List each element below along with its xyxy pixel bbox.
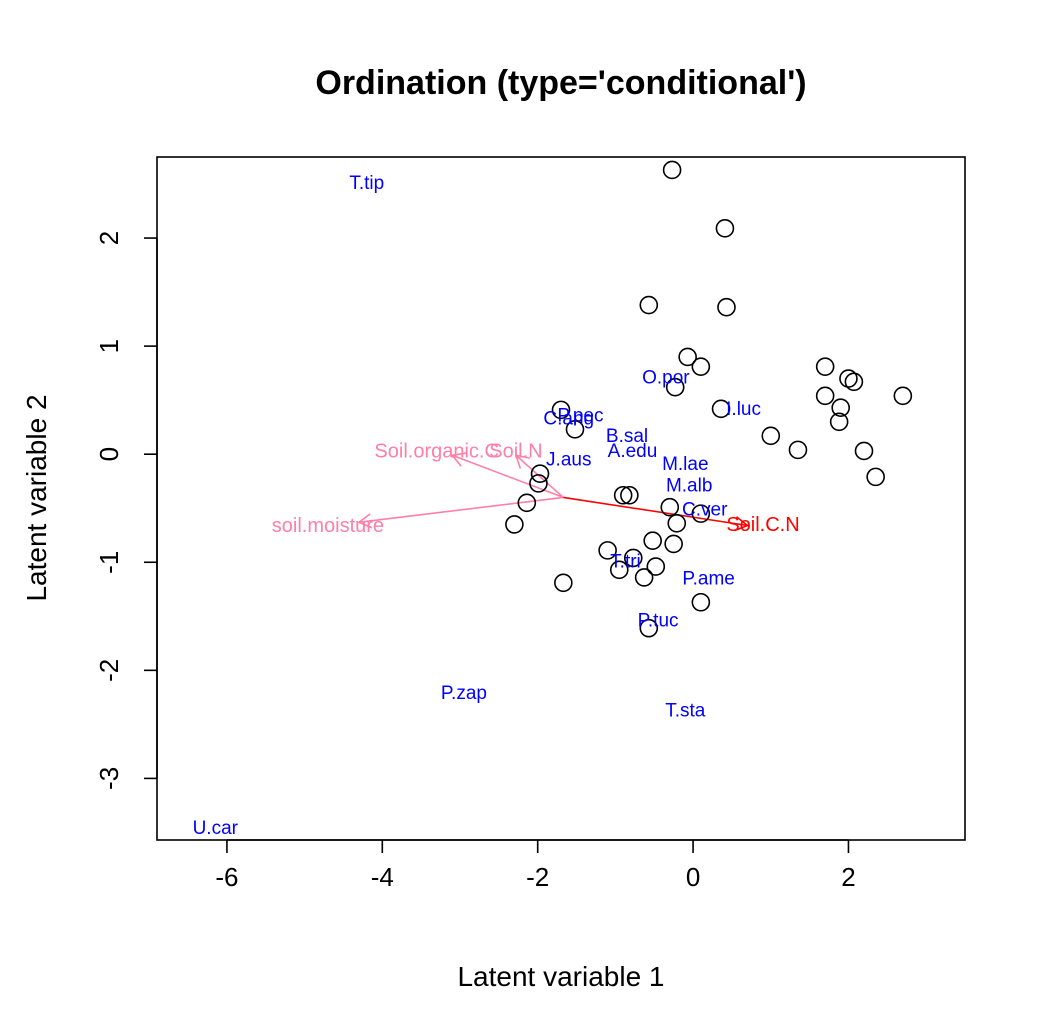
x-tick-label: -4 [371, 862, 394, 892]
env-vector-arrowhead [734, 516, 750, 532]
env-vector-line [358, 496, 564, 524]
site-point [691, 592, 711, 612]
site-point [529, 474, 548, 493]
site-point [530, 464, 550, 483]
env-vector-arrowhead [450, 452, 467, 467]
species-label: T.tip [349, 173, 384, 194]
site-point [623, 548, 643, 568]
species-label: P.pec [557, 405, 603, 426]
species-label: P.tuc [638, 611, 679, 632]
site-point [691, 504, 711, 523]
species-label: I.luc [726, 399, 761, 420]
site-point [844, 372, 864, 392]
species-label: M.alb [666, 476, 712, 497]
site-point [893, 386, 913, 406]
site-point [565, 420, 585, 439]
site-point [665, 377, 685, 397]
site-point [554, 573, 573, 593]
site-point [667, 514, 687, 533]
y-tick-label: -1 [94, 551, 124, 574]
species-label: J.aus [546, 450, 591, 471]
site-point [815, 386, 835, 406]
y-axis-label: Latent variable 2 [21, 394, 52, 601]
site-point [639, 295, 659, 315]
site-point [639, 618, 659, 638]
x-tick-label: 0 [686, 862, 700, 892]
env-vector-label: soil.moisture [272, 515, 384, 537]
env-vector-label: Soil.N [489, 440, 542, 462]
site-point [831, 398, 850, 418]
site-point [646, 557, 666, 576]
x-axis-label: Latent variable 1 [457, 961, 664, 992]
site-point [866, 467, 885, 487]
site-point [678, 347, 697, 367]
species-label: M.lae [662, 454, 708, 475]
site-point [660, 497, 680, 517]
site-point [839, 369, 858, 388]
y-tick-label: 2 [94, 231, 124, 245]
species-label: P.zap [441, 683, 487, 704]
x-tick-label: 2 [841, 862, 855, 892]
species-label: P.ame [682, 569, 734, 590]
env-vector-arrowhead [357, 513, 373, 529]
site-point [664, 534, 683, 554]
y-tick-label: -2 [94, 659, 124, 682]
species-label: A.edu [608, 441, 658, 462]
site-point [788, 440, 808, 460]
site-point [691, 357, 711, 376]
site-point [551, 400, 571, 420]
chart-title: Ordination (type='conditional') [315, 64, 806, 102]
site-points [505, 160, 913, 638]
site-point [505, 515, 524, 534]
site-point [620, 485, 639, 505]
site-point [643, 531, 662, 550]
species-label: B.sal [606, 426, 648, 447]
site-point [662, 160, 682, 180]
y-tick-label: -3 [94, 767, 124, 790]
site-point [854, 441, 874, 461]
x-tick-label: -2 [526, 862, 549, 892]
site-point [815, 357, 835, 376]
x-tick-label: -6 [215, 862, 238, 892]
species-label: O.por [642, 368, 690, 389]
site-point [715, 219, 735, 238]
species-label: T.tri [610, 551, 641, 572]
site-point [598, 541, 617, 560]
env-vector-label: Soil.C.N [726, 514, 799, 536]
env-vector-line [563, 496, 748, 527]
species-label: U.car [193, 818, 239, 839]
env-vector-line [515, 454, 564, 499]
species-label: C.ang [543, 409, 594, 430]
site-point [613, 485, 633, 505]
env-vector-arrowhead [514, 454, 530, 469]
env-vector-label: Soil.organic.C [374, 440, 499, 462]
site-point [634, 568, 654, 587]
site-point [717, 297, 736, 317]
site-point [609, 560, 629, 580]
site-point [711, 399, 731, 419]
site-point [761, 426, 781, 446]
species-label: C.ver [682, 499, 728, 520]
site-point [517, 493, 537, 513]
y-tick-label: 0 [94, 447, 124, 461]
axes: -6 -4 -2 0 2 -3 -2 -1 0 1 2 [94, 231, 856, 892]
site-point [829, 412, 849, 432]
species-label: T.sta [665, 700, 706, 721]
env-vector-line [451, 454, 564, 499]
y-tick-label: 1 [94, 339, 124, 353]
